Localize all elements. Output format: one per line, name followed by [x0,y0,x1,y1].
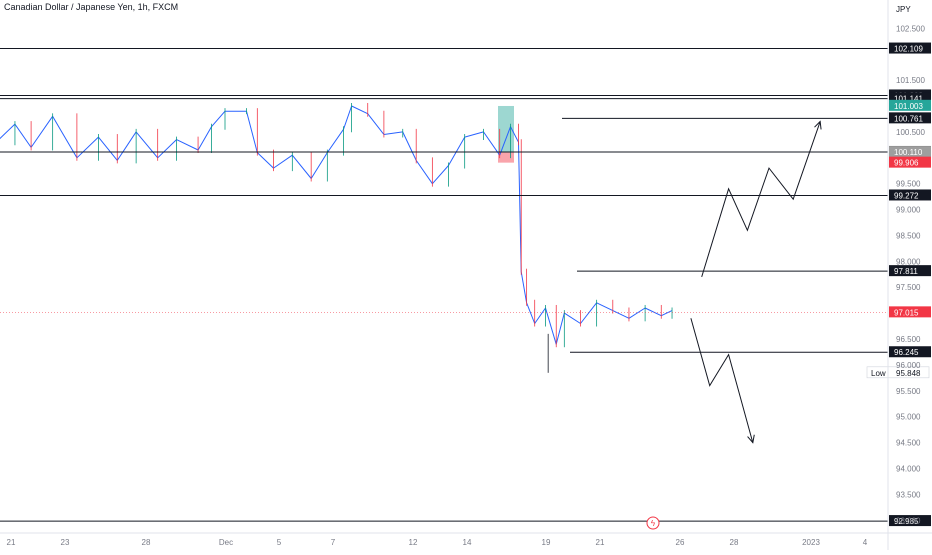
y-tick-label: 96.500 [896,335,921,344]
price-tag-label: 100.110 [894,148,923,157]
y-tick-label: 93.000 [896,516,921,525]
price-series [0,102,673,373]
level-tag [889,265,931,277]
level-tag-label: 102.109 [894,45,923,54]
x-tick-label: 7 [331,538,336,547]
price-tag-label: 97.015 [894,308,919,317]
y-tick-label: 100.500 [896,128,925,137]
y-tick-label: 102.500 [896,24,925,33]
y-tick-label: 96.000 [896,361,921,370]
level-tag-label: 99.272 [894,191,919,200]
projection-paths [690,120,822,444]
currency-label: JPY [896,5,911,14]
arrowhead-up [814,120,822,130]
x-tick-label: 2023 [802,538,820,547]
price-tag [889,99,931,111]
y-tick-label: 94.000 [896,465,921,474]
level-tag [889,112,931,124]
level-tag [889,515,931,527]
svg-text:ϟ: ϟ [651,519,656,528]
x-tick-label: 19 [542,538,551,547]
projection-down [690,318,754,443]
zone-target [498,105,514,153]
price-tag-label: 101.003 [894,102,923,111]
projection-up [701,121,821,278]
x-tick-label: 5 [277,538,282,547]
x-tick-label: 26 [676,538,685,547]
x-tick-label: 21 [7,538,16,547]
price-tag [889,156,931,168]
low-tag [866,366,930,379]
y-tick-label: 95.500 [896,387,921,396]
x-tick-label: 12 [409,538,418,547]
flash-icon[interactable]: ϟ [646,516,660,530]
price-tag-label: 99.906 [894,159,919,168]
y-tick-label: 99.000 [896,206,921,215]
x-tick-label: 23 [61,538,70,547]
level-tag-label: 97.811 [894,267,918,276]
x-tick-label: 21 [596,538,605,547]
arrowhead-down [747,434,755,444]
price-levels: 102.109101.203101.141100.761100.11299.27… [0,42,931,527]
x-tick-label: Dec [219,538,233,547]
level-tag-label: 101.141 [894,95,923,104]
level-tag-label: 96.245 [894,348,919,357]
level-tag [889,92,931,104]
y-tick-label: 93.500 [896,490,921,499]
price-tag [889,146,931,158]
y-tick-label: 98.500 [896,231,921,240]
level-tag [889,42,931,54]
time-axis[interactable]: 21 23 28 Dec 5 7 12 14 19 21 26 28 2023 4 [7,538,868,547]
x-tick-label: 4 [863,538,868,547]
x-tick-label: 28 [730,538,739,547]
level-tag-label: 100.761 [894,114,923,123]
price-axis[interactable]: 102.500 101.500 100.500 99.500 99.000 98.500 9… [896,24,925,525]
y-tick-label: 99.500 [896,180,921,189]
y-tick-label: 95.000 [896,413,921,422]
position-zones [498,105,514,163]
zone-stop [498,152,514,163]
y-tick-label: 98.000 [896,257,921,266]
level-tag-label: 92.985 [894,517,919,526]
price-tag [889,306,931,318]
level-tag [889,189,931,201]
low-tag-value: 95.848 [896,369,921,378]
y-tick-label: 97.500 [896,283,921,292]
x-tick-label: 28 [142,538,151,547]
low-tag-label: Low [871,369,886,378]
x-tick-label: 14 [463,538,472,547]
y-tick-label: 94.500 [896,439,921,448]
y-tick-label: 101.500 [896,76,925,85]
plot-background [0,0,888,533]
level-tag [889,346,931,358]
